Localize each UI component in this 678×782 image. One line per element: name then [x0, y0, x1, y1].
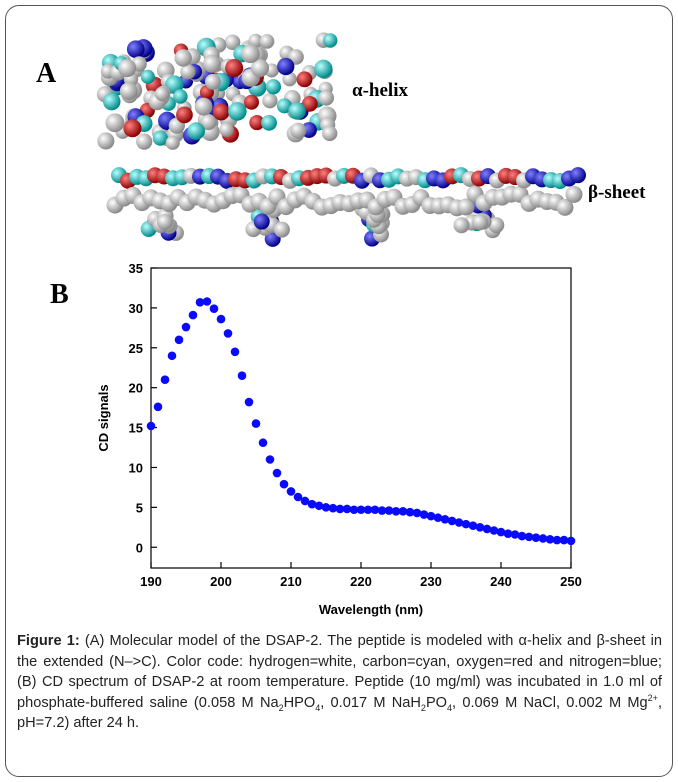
- atom: [166, 136, 180, 150]
- data-point: [567, 537, 576, 546]
- data-point: [182, 323, 191, 332]
- data-point: [189, 311, 198, 320]
- atom: [453, 217, 469, 233]
- caption-text: PO: [426, 695, 447, 711]
- atom: [205, 74, 221, 90]
- atom: [136, 134, 152, 150]
- atom: [228, 102, 247, 121]
- y-axis-title: CD signals: [96, 384, 111, 451]
- data-point: [280, 480, 289, 489]
- structure-label: β-sheet: [588, 182, 646, 203]
- y-tick-label: 20: [129, 381, 143, 396]
- atom: [260, 34, 275, 49]
- plot-frame: [151, 268, 571, 568]
- atom: [225, 59, 243, 77]
- x-tick-label: 250: [560, 574, 582, 589]
- panel-label: B: [50, 279, 69, 310]
- atom: [195, 98, 213, 116]
- data-point: [147, 422, 156, 431]
- atom: [155, 87, 169, 101]
- x-tick-label: 220: [350, 574, 372, 589]
- x-axis-title: Wavelength (nm): [319, 602, 423, 617]
- panel-label: A: [36, 58, 57, 89]
- atom: [187, 122, 205, 140]
- data-point: [175, 336, 184, 345]
- y-tick-label: 5: [136, 500, 143, 515]
- caption-text: HPO: [284, 695, 316, 711]
- plot: 0 5 10 15 20 25 30 35 190 200 210 220 230 240 250: [129, 261, 582, 589]
- atom: [314, 60, 332, 78]
- x-tick-label: 200: [210, 574, 232, 589]
- data-point: [210, 304, 219, 313]
- atom: [105, 113, 124, 132]
- atom: [290, 123, 306, 139]
- data-point: [203, 297, 212, 306]
- atom: [219, 122, 233, 136]
- atom: [262, 93, 277, 108]
- x-tick-label: 210: [280, 574, 302, 589]
- atom: [127, 40, 145, 58]
- caption-text: , 0.069 M NaCl, 0.002 M Mg: [452, 695, 648, 711]
- atom: [261, 115, 277, 131]
- data-point: [259, 438, 268, 447]
- data-point: [217, 315, 226, 324]
- data-point: [245, 398, 254, 407]
- y-tick-label: 10: [129, 460, 143, 475]
- atom: [277, 58, 294, 75]
- data-point: [224, 329, 233, 338]
- data-point: [168, 351, 177, 360]
- atom: [570, 167, 586, 183]
- atom: [274, 222, 290, 238]
- page: {"panels": {"a_label": "A", "b_label": "…: [0, 0, 678, 782]
- atom: [173, 89, 187, 103]
- atom: [157, 214, 173, 230]
- atom: [241, 45, 260, 64]
- atom: [266, 79, 281, 94]
- y-tick-label: 0: [136, 540, 143, 555]
- y-tick-label: 35: [129, 261, 143, 276]
- data-point: [287, 487, 296, 496]
- atom: [153, 131, 168, 146]
- atom: [297, 71, 313, 87]
- atom: [288, 102, 305, 119]
- atom: [213, 104, 230, 121]
- molecular-model: [97, 32, 586, 246]
- atom: [472, 214, 488, 230]
- data-point: [161, 375, 170, 384]
- atom: [566, 186, 583, 203]
- atom: [323, 33, 337, 47]
- atom: [97, 132, 114, 149]
- atom: [244, 95, 259, 110]
- atom: [174, 49, 191, 66]
- data-point: [154, 403, 163, 412]
- atom: [203, 55, 221, 73]
- caption-text: , 0.017 M NaH: [320, 695, 421, 711]
- caption-label: Figure 1:: [17, 633, 80, 649]
- atom: [322, 126, 337, 141]
- data-point: [238, 371, 247, 380]
- structure-label: α-helix: [352, 80, 408, 101]
- x-tick-label: 230: [420, 574, 442, 589]
- data-point: [273, 469, 282, 478]
- atom: [141, 70, 155, 84]
- atom: [254, 214, 270, 230]
- caption-text: 2+: [648, 693, 658, 703]
- data-point: [266, 455, 275, 464]
- data-point: [252, 419, 261, 428]
- atom: [103, 93, 121, 111]
- atom: [123, 119, 141, 137]
- atom: [120, 82, 138, 100]
- atom: [176, 106, 193, 123]
- y-tick-label: 25: [129, 341, 143, 356]
- y-tick-label: 15: [129, 421, 143, 436]
- caption: Figure 1: (A) Molecular model of the DSA…: [17, 631, 662, 734]
- data-point: [231, 347, 240, 356]
- atom: [118, 59, 136, 77]
- y-tick-label: 30: [129, 301, 143, 316]
- atom: [318, 90, 334, 106]
- x-tick-label: 240: [490, 574, 512, 589]
- x-tick-label: 190: [140, 574, 162, 589]
